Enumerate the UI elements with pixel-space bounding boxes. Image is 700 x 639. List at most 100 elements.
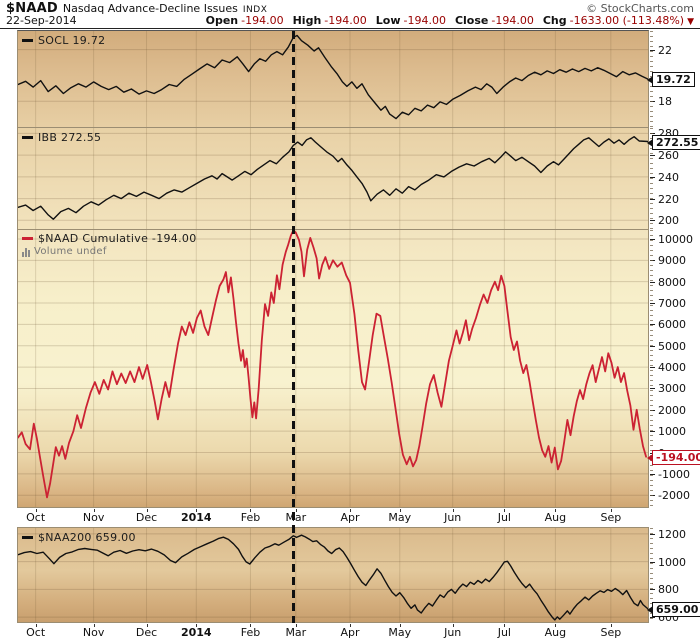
y-axis-tick-label: 260 bbox=[658, 149, 679, 163]
ticker-name: Nasdaq Advance-Decline Issues bbox=[62, 2, 238, 15]
volume-bars-icon bbox=[22, 248, 31, 257]
y-axis-tick-label: 7000 bbox=[658, 297, 686, 311]
x-axis-tick bbox=[504, 624, 506, 627]
y-axis-tick bbox=[650, 260, 655, 262]
x-axis-month-label: 2014 bbox=[180, 626, 212, 639]
x-axis-tick bbox=[504, 509, 506, 512]
y-axis-tick-label: 9000 bbox=[658, 254, 686, 268]
last-price-label-naad: -194.00 bbox=[646, 449, 700, 465]
x-axis-tick bbox=[610, 624, 612, 627]
y-axis-tick-label: 1000 bbox=[658, 555, 686, 569]
header-title-row: $NAAD Nasdaq Advance-Decline Issues INDX… bbox=[6, 1, 694, 16]
y-axis-tick bbox=[650, 49, 655, 51]
naad-legend: $NAAD Cumulative -194.00 bbox=[22, 232, 197, 245]
y-axis-tick-label: 5000 bbox=[658, 339, 686, 353]
naa200-series-line bbox=[18, 534, 648, 621]
x-axis-month-label: Dec bbox=[135, 511, 158, 524]
y-axis-tick bbox=[650, 220, 655, 222]
quote-change: Chg -1633.00 (-113.48%) bbox=[542, 14, 685, 27]
x-axis-month-label: Apr bbox=[340, 626, 360, 639]
y-axis-tick-label: 4000 bbox=[658, 361, 686, 375]
y-axis-tick-label: 3000 bbox=[658, 382, 686, 396]
y-axis-tick bbox=[650, 495, 655, 497]
x-axis-tick bbox=[350, 509, 351, 512]
x-axis-month-label: Mar bbox=[285, 626, 307, 639]
chart-header: $NAAD Nasdaq Advance-Decline Issues INDX… bbox=[0, 0, 700, 29]
ticker-exchange: INDX bbox=[242, 5, 268, 15]
naad-legend-label: $NAAD Cumulative -194.00 bbox=[38, 232, 197, 245]
y-axis-tick bbox=[650, 473, 655, 475]
last-price-label-ibb: 272.55 bbox=[646, 134, 700, 150]
naad-chart-svg bbox=[18, 230, 648, 507]
x-axis-month-label: May bbox=[388, 511, 412, 524]
socl-line-swatch-icon bbox=[22, 39, 33, 42]
x-axis-tick bbox=[146, 624, 148, 627]
x-axis-tick bbox=[295, 624, 297, 627]
x-axis-month-label: Nov bbox=[82, 511, 105, 524]
x-axis-month-label: Oct bbox=[26, 626, 46, 639]
y-axis-minor-ticks bbox=[650, 230, 653, 507]
x-axis-tick bbox=[250, 624, 252, 627]
x-axis-tick bbox=[610, 509, 612, 512]
y-axis-tick bbox=[650, 198, 655, 200]
y-axis-tick bbox=[650, 345, 655, 347]
y-axis-tick-label: 1000 bbox=[658, 425, 686, 439]
x-axis-month-label: 2014 bbox=[180, 511, 212, 524]
y-axis-tick-label: 6000 bbox=[658, 318, 686, 332]
volume-note-label: Volume undef bbox=[34, 246, 107, 257]
last-price-label-naa200: 659.00 bbox=[646, 601, 700, 617]
date-axis-middle: Oct Nov Dec 2014 Feb Mar Apr May Jun Jul Aug Sep bbox=[0, 509, 700, 525]
y-axis-tick bbox=[650, 388, 655, 390]
copyright-text: © StockCharts.com bbox=[586, 2, 694, 15]
y-axis-tick bbox=[650, 324, 655, 326]
naad-cumulative-panel bbox=[17, 229, 649, 508]
x-axis-month-label: Nov bbox=[82, 626, 105, 639]
y-axis-tick bbox=[650, 176, 655, 178]
y-axis-tick bbox=[650, 589, 655, 591]
x-axis-month-label: Sep bbox=[600, 511, 622, 524]
x-axis-tick bbox=[196, 624, 198, 627]
y-axis-tick-label: 200 bbox=[658, 214, 679, 228]
y-axis-tick bbox=[650, 101, 655, 103]
x-axis-month-label: Aug bbox=[544, 626, 567, 639]
quote-open: Open -194.00 bbox=[205, 14, 284, 27]
socl-legend: SOCL 19.72 bbox=[22, 34, 105, 47]
x-axis-tick bbox=[93, 624, 95, 627]
x-axis-tick bbox=[93, 509, 95, 512]
x-axis-month-label: Mar bbox=[285, 511, 307, 524]
y-axis-tick-label: 2000 bbox=[658, 403, 686, 417]
x-axis-tick bbox=[452, 624, 454, 627]
socl-chart-svg bbox=[18, 31, 648, 127]
x-axis-tick bbox=[555, 624, 557, 627]
naa200-line-swatch-icon bbox=[22, 536, 33, 539]
y-axis-tick-label: 800 bbox=[658, 583, 679, 597]
x-axis-month-label: Jul bbox=[497, 511, 511, 524]
quote-date: 22-Sep-2014 bbox=[6, 14, 77, 27]
y-axis-tick bbox=[650, 238, 655, 240]
naa200-chart-svg bbox=[18, 528, 648, 622]
y-axis-tick bbox=[650, 617, 655, 619]
date-axis-bottom: Oct Nov Dec 2014 Feb Mar Apr May Jun Jul Aug Sep bbox=[0, 624, 700, 639]
header-quote-row: 22-Sep-2014 Open -194.00 High -194.00 Low -… bbox=[6, 14, 694, 27]
x-axis-tick bbox=[250, 509, 252, 512]
ibb-line-swatch-icon bbox=[22, 136, 33, 139]
x-axis-tick bbox=[196, 509, 198, 512]
x-axis-tick bbox=[350, 624, 351, 627]
y-axis-tick-label: -2000 bbox=[658, 489, 690, 503]
y-axis-tick bbox=[650, 533, 655, 535]
down-triangle-icon: ▼ bbox=[687, 17, 694, 27]
y-axis-tick-label: 8000 bbox=[658, 275, 686, 289]
ibb-legend: IBB 272.55 bbox=[22, 131, 101, 144]
last-price-label-socl: 19.72 bbox=[647, 72, 695, 88]
ticker-symbol: $NAAD bbox=[6, 1, 58, 16]
x-axis-month-label: Feb bbox=[240, 626, 261, 639]
x-axis-tick bbox=[452, 509, 454, 512]
y-axis-tick-label: 1200 bbox=[658, 527, 686, 541]
y-axis-tick bbox=[650, 431, 655, 433]
y-axis-tick bbox=[650, 303, 655, 305]
quote-close: Close -194.00 bbox=[454, 14, 534, 27]
vertical-dashed-annotation bbox=[292, 31, 296, 623]
ibb-legend-label: IBB 272.55 bbox=[38, 131, 102, 144]
x-axis-month-label: Jun bbox=[444, 511, 462, 524]
